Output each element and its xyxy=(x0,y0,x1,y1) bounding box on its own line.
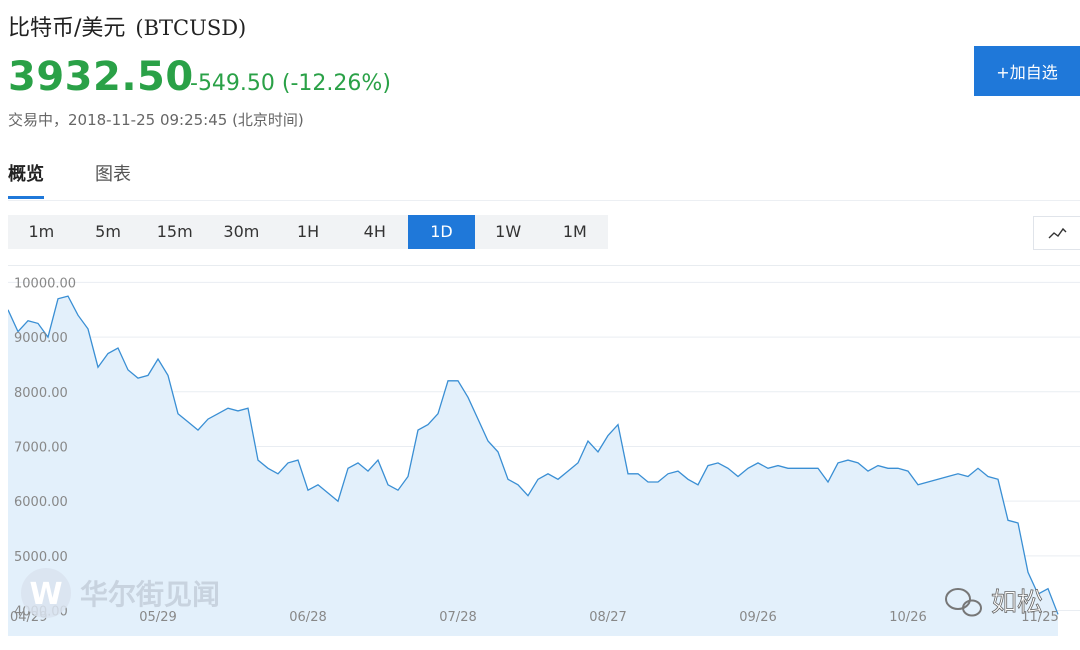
instrument-name: 比特币/美元 xyxy=(8,16,126,41)
x-tick-label: 06/28 xyxy=(289,610,326,625)
price-chart: 4000.005000.006000.007000.008000.009000.… xyxy=(7,265,1080,636)
brand-logo-icon xyxy=(21,568,71,618)
period-button-1m[interactable]: 1m xyxy=(28,222,55,241)
x-tick-label: 10/26 xyxy=(889,610,926,625)
y-tick-label: 9000.00 xyxy=(14,331,68,346)
y-tick-label: 7000.00 xyxy=(14,440,68,455)
wechat-account-name: 如松 xyxy=(991,588,1043,618)
period-button-4h[interactable]: 4H xyxy=(363,222,386,241)
y-tick-label: 8000.00 xyxy=(14,386,68,401)
add-to-watchlist-button[interactable]: +加自选 xyxy=(974,46,1080,96)
watermark: W 华尔街见闻 如松 xyxy=(21,568,1043,618)
brand-watermark-text: 华尔街见闻 xyxy=(80,578,220,611)
x-tick-label: 08/27 xyxy=(589,610,626,625)
price-change: -549.50 (-12.26%) xyxy=(190,71,391,96)
instrument-code: (BTCUSD) xyxy=(135,16,247,40)
instrument-title: 比特币/美元 (BTCUSD) xyxy=(8,10,246,42)
period-button-30m[interactable]: 30m xyxy=(223,222,260,241)
price-chart-svg: 4000.005000.006000.007000.008000.009000.… xyxy=(7,276,1080,636)
x-tick-label: 05/29 xyxy=(139,610,176,625)
x-tick-label: 07/28 xyxy=(439,610,476,625)
period-button-1h[interactable]: 1H xyxy=(296,222,320,241)
current-price: 3932.50 xyxy=(8,54,194,100)
x-tick-label: 09/26 xyxy=(739,610,776,625)
line-chart-icon xyxy=(1048,227,1067,239)
wechat-icon xyxy=(945,588,982,617)
period-button-1d[interactable]: 1D xyxy=(408,215,475,249)
period-button-5m[interactable]: 5m xyxy=(95,222,121,241)
trading-status: 交易中，2018-11-25 09:25:45 (北京时间) xyxy=(8,111,304,129)
y-tick-label: 10000.00 xyxy=(14,276,76,291)
period-button-1m[interactable]: 1M xyxy=(562,222,587,241)
chart-type-button[interactable] xyxy=(1033,216,1080,250)
x-tick-label: 11/25 xyxy=(1021,610,1058,625)
price-area-fill xyxy=(8,296,1058,636)
tab-divider xyxy=(8,200,1080,201)
period-button-15m[interactable]: 15m xyxy=(156,222,193,241)
period-selector: 1m 5m 15m 30m 1H 4H 1D 1W 1M xyxy=(8,215,609,249)
period-button-1w[interactable]: 1W xyxy=(495,222,522,241)
brand-logo-mark: W xyxy=(29,577,62,612)
y-tick-label: 5000.00 xyxy=(14,550,68,565)
tab-chart[interactable]: 图表 xyxy=(95,164,131,185)
price-line xyxy=(7,295,1059,615)
tab-overview[interactable]: 概览 xyxy=(8,160,44,199)
y-tick-label: 6000.00 xyxy=(14,495,68,510)
